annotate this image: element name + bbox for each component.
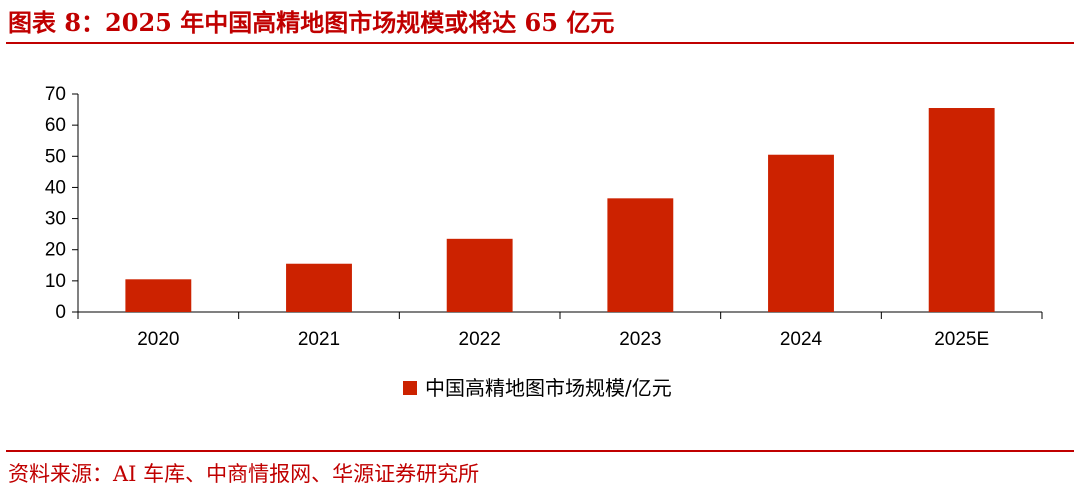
y-tick-label: 50	[45, 146, 66, 167]
x-category-label: 2021	[298, 329, 340, 350]
x-category-label: 2023	[619, 329, 661, 350]
y-tick-label: 40	[45, 177, 66, 198]
bar-2023	[607, 198, 674, 312]
y-tick-label: 0	[55, 302, 66, 323]
title-divider	[6, 42, 1074, 44]
footer-divider	[6, 450, 1074, 452]
bar-2021	[286, 263, 352, 312]
x-category-label: 2024	[780, 329, 823, 350]
y-tick-label: 60	[45, 115, 66, 136]
y-tick-label: 70	[45, 84, 66, 105]
x-category-label: 2022	[459, 329, 501, 350]
x-category-label: 2020	[137, 329, 179, 350]
source-note: 资料来源：AI 车库、中商情报网、华源证券研究所	[8, 462, 480, 486]
x-category-label: 2025E	[934, 329, 989, 350]
bar-2022	[446, 238, 513, 312]
bar-2024	[768, 154, 834, 312]
chart-title: 图表 8：2025 年中国高精地图市场规模或将达 65 亿元	[8, 8, 615, 37]
y-tick-label: 20	[45, 240, 66, 261]
bar-2020	[125, 279, 192, 312]
bar-2025E	[928, 108, 995, 312]
y-tick-label: 30	[45, 209, 66, 230]
legend-label: 中国高精地图市场规模/亿元	[425, 376, 672, 400]
legend-swatch	[403, 381, 417, 395]
y-tick-label: 10	[45, 271, 66, 292]
